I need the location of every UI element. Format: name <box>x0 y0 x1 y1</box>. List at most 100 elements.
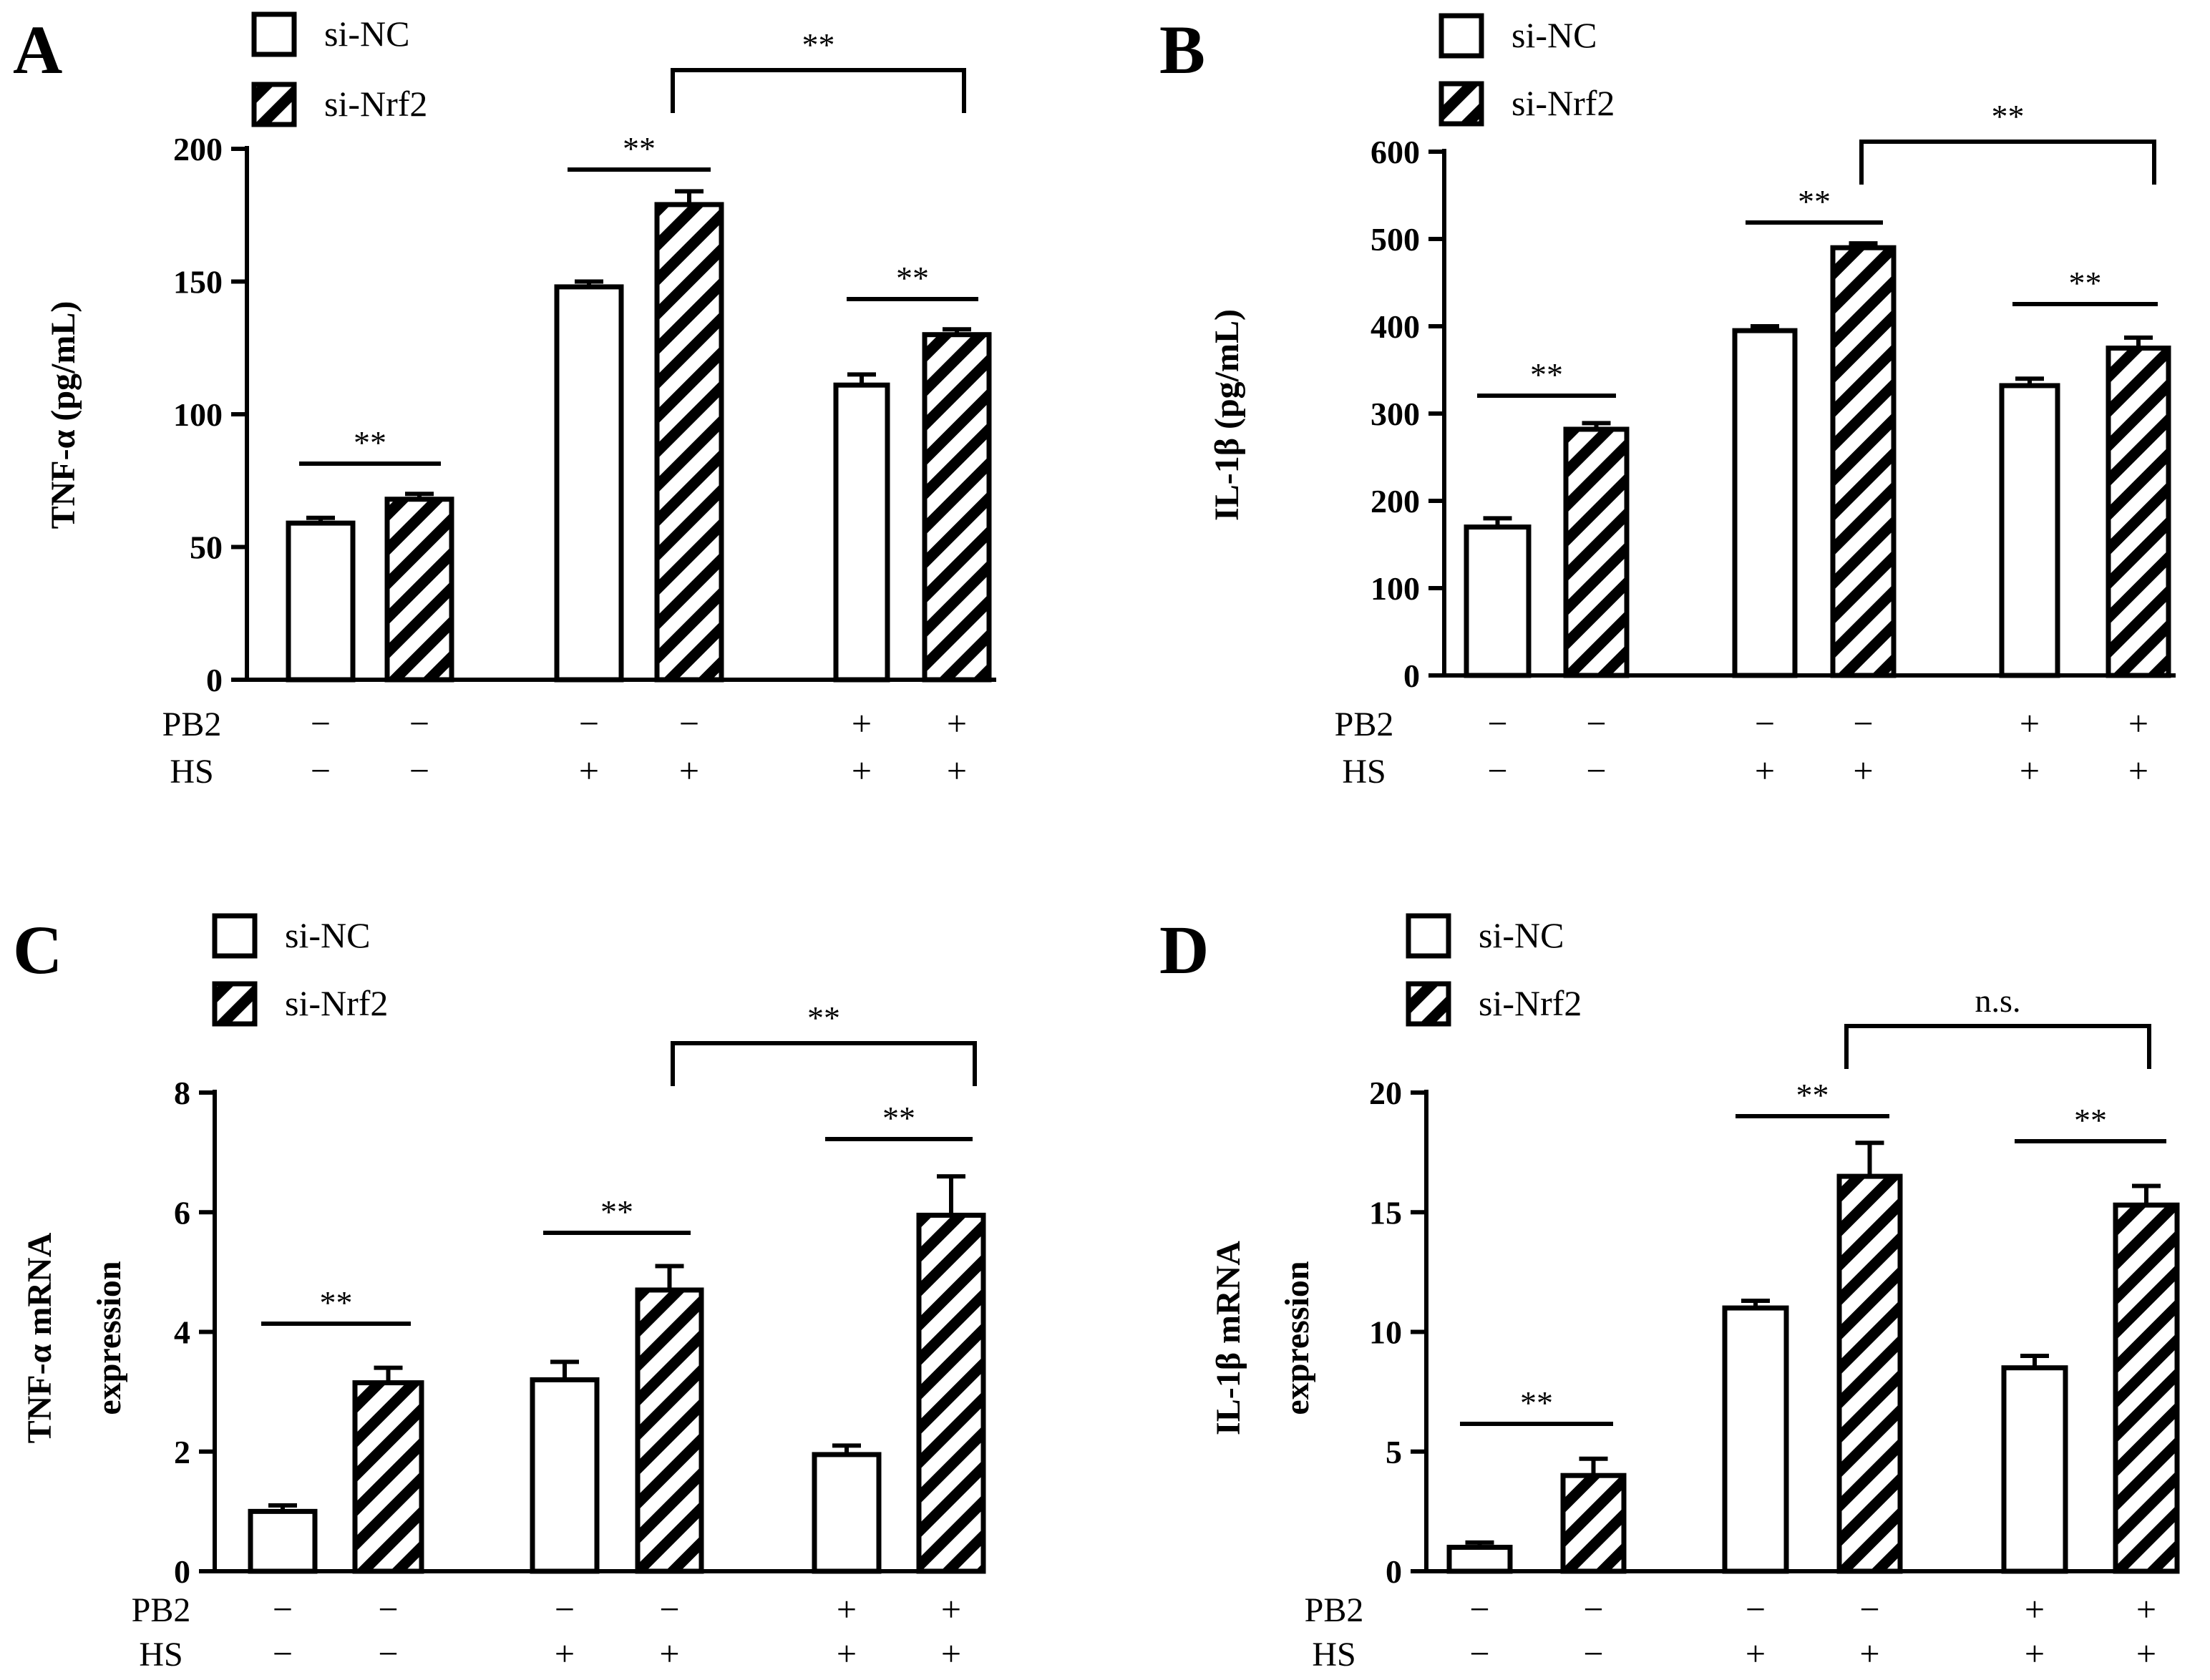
y-axis-label-line2: expression <box>1278 1261 1316 1415</box>
condition-mark: + <box>2136 1589 2156 1629</box>
condition-mark: − <box>1586 703 1606 743</box>
comparison-label: ** <box>1992 98 2025 135</box>
condition-mark: + <box>2020 703 2040 743</box>
condition-label-hs: HS <box>170 753 213 791</box>
y-tick-label: 100 <box>1371 570 1420 607</box>
y-tick-label: 5 <box>1386 1434 1402 1470</box>
significance-label: ** <box>1520 1384 1553 1421</box>
condition-mark: − <box>1746 1589 1766 1629</box>
significance-label: ** <box>2069 265 2102 301</box>
condition-mark: + <box>1853 751 1873 791</box>
condition-mark: + <box>2020 751 2040 791</box>
y-axis-label: IL-1β mRNA <box>1209 1241 1247 1435</box>
bar-si-nc <box>1446 1545 1513 1574</box>
condition-mark: + <box>579 751 599 791</box>
legend-label: si-Nrf2 <box>1479 983 1582 1023</box>
condition-mark: − <box>1586 751 1606 791</box>
y-axis-label: TNF-α (pg/mL) <box>44 301 82 529</box>
bar-si-nc <box>812 1452 882 1574</box>
condition-mark: − <box>1469 1633 1489 1674</box>
condition-mark: + <box>941 1589 961 1629</box>
condition-mark: + <box>852 751 872 791</box>
comparison-bracket <box>671 1041 977 1086</box>
y-tick-label: 200 <box>1371 483 1420 519</box>
condition-mark: − <box>378 1633 398 1674</box>
significance-label: ** <box>623 130 656 167</box>
bar-si-nc <box>248 1508 318 1574</box>
y-tick-label: 20 <box>1369 1075 1402 1111</box>
condition-mark: + <box>555 1633 575 1674</box>
y-tick-label: 150 <box>173 264 223 301</box>
significance-label: ** <box>2074 1102 2107 1138</box>
bar-si-nc <box>1464 524 1532 678</box>
bar-si-nrf2 <box>1836 1173 1903 1574</box>
panel-letter: B <box>1159 11 1205 88</box>
condition-mark: − <box>579 703 599 743</box>
y-axis-label: TNF-α mRNA <box>21 1232 59 1443</box>
y-tick-label: 0 <box>1403 658 1420 694</box>
condition-label-pb2: PB2 <box>162 705 222 743</box>
condition-mark: + <box>2128 751 2148 791</box>
bar-si-nrf2 <box>1563 426 1630 678</box>
panel-letter: C <box>13 912 62 988</box>
significance-label: ** <box>600 1193 633 1230</box>
condition-label-hs: HS <box>139 1636 182 1674</box>
legend-swatch-si-nrf2 <box>251 82 297 127</box>
bar-si-nc <box>1722 1305 1789 1574</box>
condition-mark: − <box>378 1589 398 1629</box>
panel-letter: A <box>13 11 62 88</box>
significance-label: ** <box>896 260 929 296</box>
condition-mark: − <box>1469 1589 1489 1629</box>
condition-mark: − <box>659 1589 679 1629</box>
y-tick-label: 400 <box>1371 308 1420 345</box>
y-tick-label: 6 <box>174 1194 190 1231</box>
bar-si-nrf2 <box>384 497 454 683</box>
condition-mark: + <box>2025 1633 2045 1674</box>
bar-si-nc <box>1732 328 1798 678</box>
significance-label: ** <box>1798 183 1831 220</box>
legend-label: si-Nrf2 <box>324 84 427 124</box>
condition-mark: + <box>947 751 967 791</box>
condition-mark: − <box>1755 703 1775 743</box>
legend-label: si-NC <box>1479 915 1564 955</box>
panel-letter: D <box>1159 912 1209 988</box>
legend-label: si-NC <box>1512 15 1597 55</box>
condition-label-hs: HS <box>1312 1636 1355 1674</box>
condition-mark: − <box>1487 751 1507 791</box>
condition-mark: − <box>311 703 331 743</box>
bar-si-nrf2 <box>1560 1473 1627 1574</box>
condition-mark: − <box>409 751 429 791</box>
condition-label-hs: HS <box>1342 753 1386 791</box>
condition-mark: − <box>273 1589 293 1629</box>
condition-mark: + <box>659 1633 679 1674</box>
y-tick-label: 2 <box>174 1434 190 1470</box>
comparison-label: ** <box>802 26 835 63</box>
condition-mark: + <box>1859 1633 1879 1674</box>
legend-swatch-si-nc <box>212 913 258 959</box>
condition-mark: − <box>409 703 429 743</box>
condition-mark: − <box>1583 1633 1603 1674</box>
y-tick-label: 100 <box>173 396 223 433</box>
condition-mark: − <box>679 703 699 743</box>
bar-si-nc <box>554 284 624 683</box>
comparison-label: ** <box>807 1000 840 1036</box>
y-axis-label: IL-1β (pg/mL) <box>1208 309 1246 521</box>
y-tick-label: 600 <box>1371 134 1420 170</box>
y-tick-label: 200 <box>173 131 223 167</box>
condition-mark: + <box>2128 703 2148 743</box>
y-tick-label: 500 <box>1371 221 1420 258</box>
y-tick-label: 0 <box>206 662 223 698</box>
bar-si-nrf2 <box>654 202 724 683</box>
condition-mark: − <box>1859 1589 1879 1629</box>
condition-mark: + <box>1746 1633 1766 1674</box>
y-tick-label: 50 <box>190 529 223 566</box>
bar-si-nc <box>833 382 890 683</box>
bar-si-nrf2 <box>1830 245 1897 678</box>
condition-mark: − <box>555 1589 575 1629</box>
y-tick-label: 8 <box>174 1075 190 1111</box>
significance-label: ** <box>882 1100 915 1136</box>
y-tick-label: 4 <box>174 1314 190 1351</box>
